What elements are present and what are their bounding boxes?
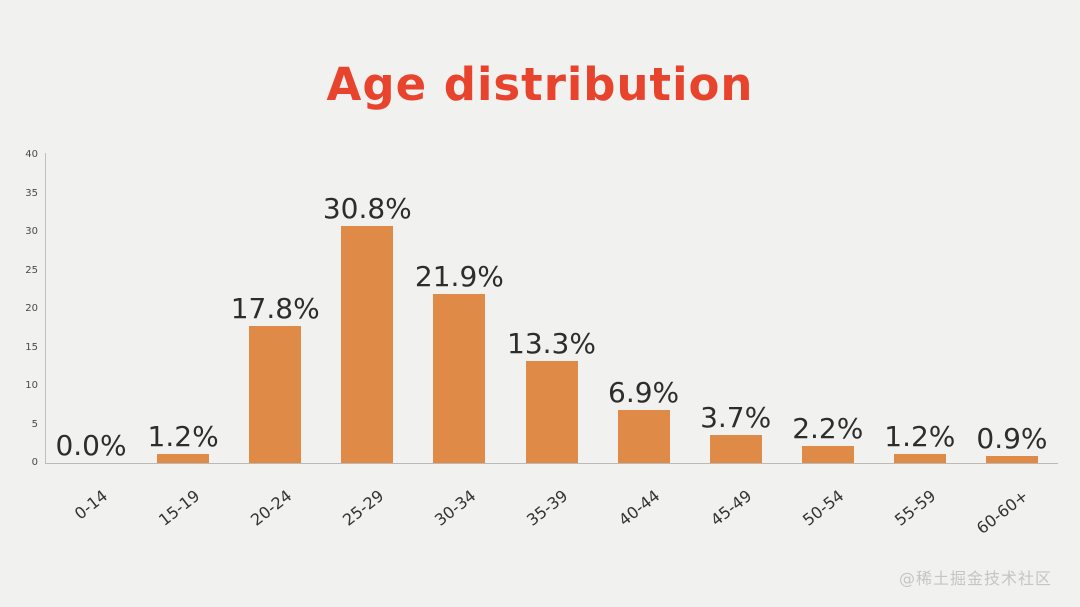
bar-value-label: 21.9% <box>414 260 504 293</box>
bar-value-label: 6.9% <box>608 376 680 409</box>
x-tick-label: 15-19 <box>154 486 203 530</box>
bar-value-label: 17.8% <box>230 292 320 325</box>
bar <box>985 456 1038 463</box>
bar-value-label: 1.2% <box>884 420 956 453</box>
bar-value-label: 0.0% <box>55 429 127 462</box>
y-tick-label: 20 <box>25 303 38 314</box>
y-tick-label: 40 <box>25 149 38 160</box>
x-tick-label: 40-44 <box>615 486 664 530</box>
y-tick-label: 0 <box>31 457 38 468</box>
bar <box>341 226 394 463</box>
x-tick-label: 35-39 <box>523 486 572 530</box>
bar <box>525 361 578 463</box>
bar <box>433 294 486 463</box>
x-tick-label: 30-34 <box>430 486 480 530</box>
bar <box>709 435 762 463</box>
x-tick-label: 45-49 <box>707 486 756 530</box>
bar-value-label: 0.9% <box>976 422 1048 455</box>
x-axis-line <box>45 463 1058 464</box>
bar <box>157 454 210 463</box>
bar-value-label: 3.7% <box>700 401 772 434</box>
x-tick-label: 60-60+ <box>972 486 1032 538</box>
bar <box>801 446 854 463</box>
y-tick-label: 25 <box>25 264 38 276</box>
x-tick-label: 0-14 <box>70 486 111 524</box>
x-tick-label: 55-59 <box>891 486 940 530</box>
x-tick-label: 50-54 <box>799 486 848 530</box>
watermark: @稀土掘金技术社区 <box>898 569 1052 588</box>
bar-value-label: 13.3% <box>507 327 596 360</box>
y-tick-label: 10 <box>25 380 38 391</box>
bar <box>249 326 302 463</box>
bar <box>617 410 670 463</box>
y-tick-label: 5 <box>31 418 38 430</box>
y-axis-line <box>45 153 46 463</box>
bar-value-label: 1.2% <box>147 420 219 453</box>
x-tick-label: 25-29 <box>338 486 388 530</box>
bar <box>893 454 946 463</box>
y-tick-label: 35 <box>25 187 38 199</box>
bar-value-label: 30.8% <box>322 192 412 225</box>
chart-title: Age distribution <box>326 58 754 111</box>
bar-value-label: 2.2% <box>792 412 864 445</box>
y-tick-label: 15 <box>25 341 38 353</box>
y-tick-label: 30 <box>25 226 38 237</box>
x-tick-label: 20-24 <box>246 486 296 530</box>
